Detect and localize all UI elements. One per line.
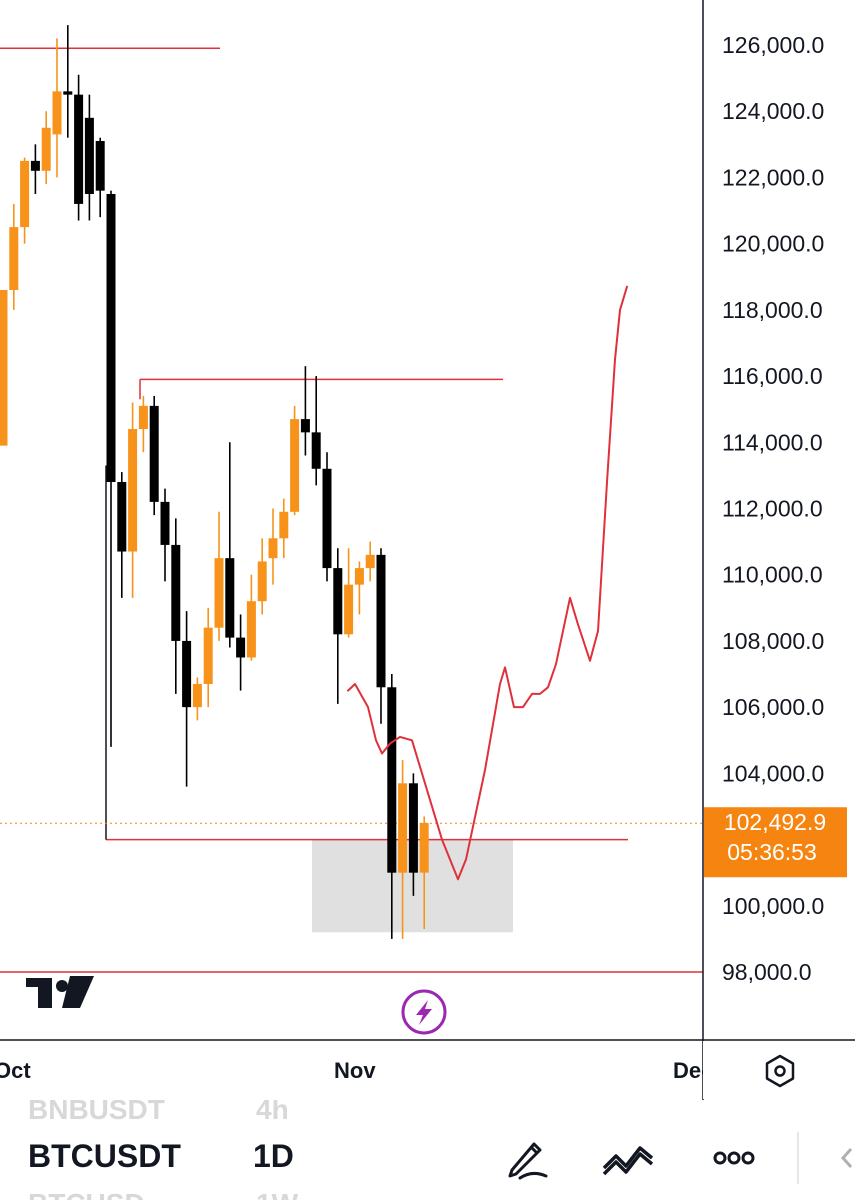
- candle-body: [9, 227, 19, 290]
- drawing-tools-icon[interactable]: [600, 1130, 656, 1186]
- pencil-icon[interactable]: [498, 1130, 554, 1186]
- price-axis[interactable]: 126,000.0 124,000.0 122,000.0 120,000.0 118,…: [722, 32, 824, 985]
- candle-body: [419, 823, 429, 873]
- candle-body: [182, 640, 192, 708]
- candle-body: [30, 160, 40, 171]
- collapse-icon[interactable]: [820, 1130, 855, 1186]
- prev-interval: 4h: [256, 1100, 289, 1125]
- candle-body: [63, 91, 73, 95]
- price-tick: 114,000.0: [722, 429, 823, 455]
- settings-cell: [703, 1041, 855, 1099]
- countdown-label: 05:36:53: [727, 839, 817, 865]
- candle-body: [333, 568, 343, 635]
- symbol-toolbar: BNBUSDT 4h BTCUSDT 1D BTCUSD 1W: [0, 1100, 855, 1200]
- candle-body: [225, 558, 235, 638]
- candle-body: [192, 683, 202, 708]
- candle-body: [138, 405, 148, 430]
- price-tick: 122,000.0: [722, 164, 824, 190]
- time-tick-nov: Nov: [334, 1058, 376, 1083]
- candle-body: [322, 468, 332, 569]
- candle-body: [344, 584, 354, 635]
- price-tick: 120,000.0: [722, 231, 824, 257]
- price-tick: 118,000.0: [722, 297, 823, 323]
- candle-body: [41, 127, 51, 171]
- toolbar-divider: [797, 1132, 799, 1184]
- current-symbol: BTCUSDT: [28, 1138, 181, 1174]
- candle-body: [257, 561, 267, 602]
- current-price-tag: 102,492.9 05:36:53: [704, 807, 847, 878]
- tradingview-logo: [26, 976, 94, 1008]
- candle-body: [84, 117, 94, 194]
- price-tick: 106,000.0: [722, 694, 824, 720]
- price-tick: 104,000.0: [722, 760, 824, 786]
- candle-body: [354, 568, 364, 585]
- candle-body: [20, 160, 30, 228]
- prev-symbol: BNBUSDT: [28, 1100, 165, 1125]
- candle-body: [408, 783, 418, 873]
- candle-body: [290, 419, 300, 512]
- price-tick: 126,000.0: [722, 32, 824, 58]
- candle-body: [74, 94, 84, 204]
- current-price-label: 102,492.9: [724, 809, 826, 835]
- settings-hexagon-icon[interactable]: [765, 1054, 795, 1088]
- candle-body: [311, 432, 321, 469]
- next-interval: 1W: [256, 1188, 298, 1200]
- price-tick: 116,000.0: [722, 363, 823, 389]
- time-tick-oct: Oct: [0, 1058, 31, 1083]
- price-tick: 110,000.0: [722, 562, 823, 588]
- candle-body: [387, 687, 397, 873]
- candle-body: [236, 637, 246, 658]
- candle-body: [149, 405, 159, 502]
- projection-path: [347, 285, 628, 881]
- candle-body: [52, 91, 62, 135]
- price-tick: 124,000.0: [722, 98, 824, 124]
- price-tick: 108,000.0: [722, 628, 824, 654]
- next-symbol: BTCUSD: [28, 1188, 145, 1200]
- candle-body: [171, 544, 181, 641]
- candle-body: [365, 554, 375, 569]
- bolt-icon[interactable]: [401, 989, 447, 1035]
- candle-body: [0, 289, 8, 446]
- projection-layer: [347, 285, 628, 881]
- candle-body: [376, 554, 386, 688]
- candles-layer: [0, 25, 429, 939]
- candle-body: [128, 429, 138, 552]
- current-interval: 1D: [253, 1138, 294, 1174]
- candle-body: [117, 482, 127, 552]
- candle-body: [279, 511, 289, 539]
- candle-body: [214, 558, 224, 628]
- candle-body: [246, 601, 256, 658]
- candle-body: [95, 141, 105, 191]
- candle-body: [268, 538, 278, 559]
- candle-body: [300, 419, 310, 433]
- candle-body: [160, 501, 170, 545]
- candle-body: [203, 627, 213, 684]
- more-icon[interactable]: [706, 1130, 762, 1186]
- price-tick: 100,000.0: [722, 893, 824, 919]
- price-tick: 112,000.0: [722, 496, 823, 522]
- candle-body: [106, 193, 116, 483]
- candle-body: [398, 783, 408, 873]
- price-tick: 98,000.0: [722, 959, 812, 985]
- drawing-lines-layer: [0, 47, 703, 973]
